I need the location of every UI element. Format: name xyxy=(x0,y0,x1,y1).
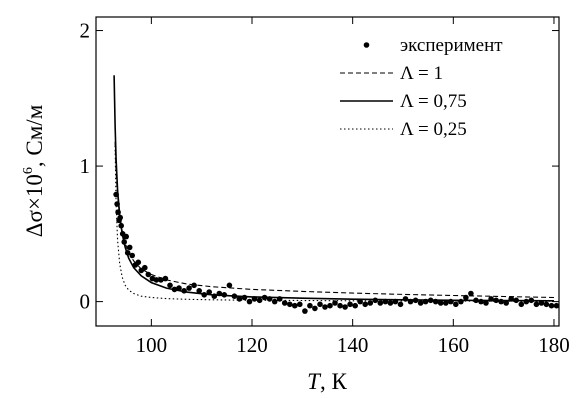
data-point xyxy=(246,298,253,305)
legend-label: Λ = 0,25 xyxy=(400,119,467,140)
data-point xyxy=(142,264,148,271)
x-axis-unit: , К xyxy=(320,369,348,394)
series-line-1 xyxy=(114,141,555,299)
axis-ticks: 100 120 140 160 180 0 1 2 xyxy=(80,17,570,357)
data-point xyxy=(281,300,288,306)
series-line-2 xyxy=(113,75,555,302)
plot-area xyxy=(113,75,560,314)
x-tick-label: 120 xyxy=(236,333,268,357)
legend-label: Λ = 0,75 xyxy=(400,91,467,112)
data-point xyxy=(397,301,404,308)
data-point xyxy=(538,300,545,306)
legend-label: Λ = 1 xyxy=(400,63,443,84)
data-point xyxy=(153,277,160,283)
data-point xyxy=(367,300,374,306)
data-point xyxy=(292,302,298,309)
data-point xyxy=(352,302,359,309)
data-point xyxy=(196,288,202,294)
data-point xyxy=(241,294,248,301)
data-point xyxy=(362,301,369,308)
data-point xyxy=(317,301,323,308)
data-point xyxy=(518,301,525,308)
data-point xyxy=(332,300,338,306)
data-point xyxy=(307,302,313,309)
y-axis-exponent: 6 xyxy=(21,167,36,174)
data-point xyxy=(387,300,394,306)
data-point xyxy=(468,290,474,297)
y-axis-title: Δσ×106, См/м xyxy=(21,104,47,237)
data-point xyxy=(302,308,308,314)
x-tick-label: 160 xyxy=(438,333,470,357)
legend-label: эксперимент xyxy=(400,35,503,56)
data-point xyxy=(483,300,489,306)
data-point xyxy=(347,301,353,308)
legend-marker xyxy=(363,42,370,48)
data-point xyxy=(322,304,328,310)
x-axis-symbol: T xyxy=(307,369,322,394)
data-point xyxy=(417,300,424,306)
data-point xyxy=(271,298,278,305)
legend: эксперимент Λ = 1 Λ = 0,75 Λ = 0,25 xyxy=(340,35,503,140)
x-tick-label: 180 xyxy=(538,333,570,357)
data-point xyxy=(312,305,318,312)
data-point xyxy=(543,301,550,308)
data-point xyxy=(135,259,142,266)
y-tick-label: 2 xyxy=(80,19,91,43)
data-point xyxy=(337,302,343,309)
y-tick-label: 0 xyxy=(80,290,91,314)
data-point xyxy=(145,271,152,278)
x-axis-title: T, К xyxy=(307,369,347,394)
x-tick-label: 140 xyxy=(337,333,369,357)
x-tick-label: 100 xyxy=(136,333,168,357)
data-point xyxy=(357,298,364,305)
y-tick-label: 1 xyxy=(80,154,91,178)
data-point xyxy=(377,300,384,306)
y-axis-prefix: Δσ×10 xyxy=(22,174,47,237)
data-point xyxy=(186,285,192,291)
plot-frame xyxy=(95,16,560,327)
y-axis-unit: , См/м xyxy=(22,104,47,167)
data-point xyxy=(167,282,173,289)
data-point xyxy=(342,304,348,310)
data-point xyxy=(297,301,303,308)
data-point xyxy=(226,282,233,289)
data-point xyxy=(443,300,449,306)
data-point xyxy=(206,289,212,295)
data-point xyxy=(523,298,530,305)
data-point xyxy=(126,244,133,251)
data-point xyxy=(453,301,459,308)
data-point xyxy=(327,302,333,309)
series-line-3 xyxy=(114,145,554,302)
data-point xyxy=(129,252,135,259)
data-point xyxy=(553,302,560,309)
data-point xyxy=(256,297,263,304)
data-point xyxy=(548,302,555,309)
data-point xyxy=(123,233,129,240)
data-point xyxy=(533,301,540,308)
data-point xyxy=(287,301,293,308)
data-point xyxy=(437,300,444,306)
